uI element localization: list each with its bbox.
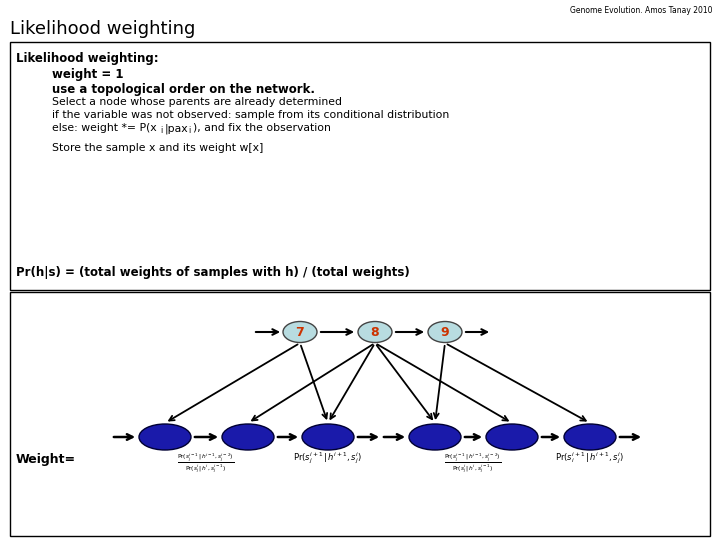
Ellipse shape	[302, 424, 354, 450]
Text: $\Pr(s_j^{i+1}\,|\,h^{i+1},s_j^i)$: $\Pr(s_j^{i+1}\,|\,h^{i+1},s_j^i)$	[294, 451, 363, 467]
Ellipse shape	[564, 424, 616, 450]
Text: $\frac{\Pr(s_j^{i-1}\,|\,h^{i-1},s_j^{i-2})}{\Pr(s_j^i\,|\,h^i,s_j^{i-1})}$: $\frac{\Pr(s_j^{i-1}\,|\,h^{i-1},s_j^{i-…	[444, 451, 502, 475]
Text: Store the sample x and its weight w[x]: Store the sample x and its weight w[x]	[52, 143, 264, 153]
Ellipse shape	[283, 321, 317, 342]
Ellipse shape	[139, 424, 191, 450]
Bar	[10, 292, 710, 536]
Text: |pax: |pax	[165, 123, 189, 133]
Text: $\frac{\Pr(s_j^{i-1}\,|\,h^{i-1},s_j^{i-2})}{\Pr(s_j^i\,|\,h^i,s_j^{i-1})}$: $\frac{\Pr(s_j^{i-1}\,|\,h^{i-1},s_j^{i-…	[177, 451, 235, 475]
Ellipse shape	[222, 424, 274, 450]
Text: else: weight *= P(x: else: weight *= P(x	[52, 123, 157, 133]
Text: Select a node whose parents are already determined: Select a node whose parents are already …	[52, 97, 342, 107]
Text: 9: 9	[441, 326, 449, 339]
Ellipse shape	[409, 424, 461, 450]
Ellipse shape	[486, 424, 538, 450]
Text: ), and fix the observation: ), and fix the observation	[193, 123, 331, 133]
Bar	[10, 42, 710, 290]
Text: weight = 1: weight = 1	[52, 68, 124, 81]
Text: Weight=: Weight=	[16, 453, 76, 466]
Text: $\Pr(s_i^{i+1}\,|\,h^{i+1},s_j^i)$: $\Pr(s_i^{i+1}\,|\,h^{i+1},s_j^i)$	[555, 451, 624, 467]
Text: i: i	[160, 126, 162, 135]
Text: Genome Evolution. Amos Tanay 2010: Genome Evolution. Amos Tanay 2010	[570, 6, 712, 15]
Text: Pr(h|s) = (total weights of samples with h) / (total weights): Pr(h|s) = (total weights of samples with…	[16, 266, 410, 279]
Text: 8: 8	[371, 326, 379, 339]
Ellipse shape	[358, 321, 392, 342]
Text: if the variable was not observed: sample from its conditional distribution: if the variable was not observed: sample…	[52, 110, 449, 120]
Text: i: i	[188, 126, 190, 135]
Text: 7: 7	[296, 326, 305, 339]
Text: Likelihood weighting:: Likelihood weighting:	[16, 52, 158, 65]
Text: use a topological order on the network.: use a topological order on the network.	[52, 83, 315, 96]
Text: Likelihood weighting: Likelihood weighting	[10, 20, 195, 38]
Ellipse shape	[428, 321, 462, 342]
